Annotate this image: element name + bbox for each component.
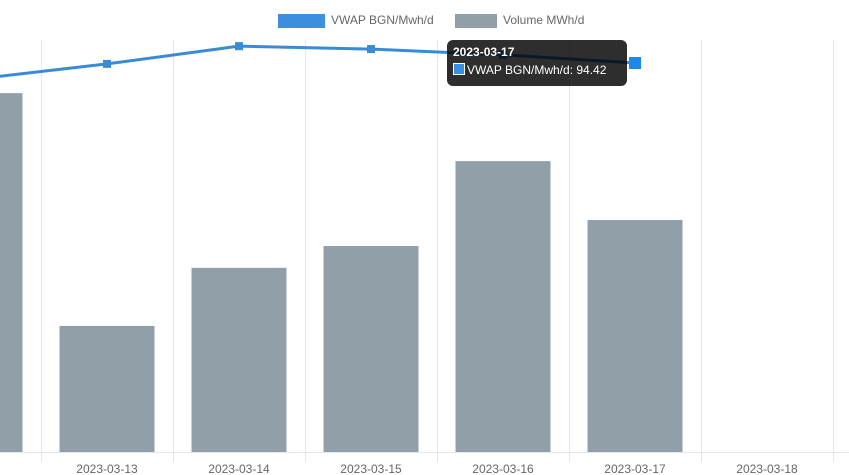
x-tick-label: 2023-03-18 [736,462,798,475]
tooltip-value: 94.42 [576,63,607,77]
line-point [629,56,641,69]
tooltip-series: VWAP BGN/Mwh/d [467,63,570,77]
bar [455,161,551,453]
legend-label: Volume MWh/d [503,13,584,27]
legend-label: VWAP BGN/Mwh/d [331,13,434,27]
tooltip-body: VWAP BGN/Mwh/d: 94.42 [453,63,621,77]
x-tick-label: 2023-03-14 [208,462,270,475]
legend-swatch [278,14,325,28]
legend: VWAP BGN/Mwh/d Volume MWh/d [278,13,584,28]
bar [323,246,419,452]
x-tick-label: 2023-03-17 [604,462,666,475]
x-tick-label: 2023-03-16 [472,462,534,475]
line-point [367,45,375,54]
bar [0,93,23,452]
line-point [235,42,243,51]
tooltip: 2023-03-17 VWAP BGN/Mwh/d: 94.42 [447,40,627,86]
x-tick-label: 2023-03-13 [76,462,138,475]
tooltip-swatch [453,63,465,75]
tooltip-title: 2023-03-17 [453,45,515,59]
legend-swatch [455,14,497,28]
bar [59,325,155,452]
line-point [103,59,111,68]
bar [587,220,683,452]
x-tick-label: 2023-03-15 [340,462,402,475]
bar [191,267,287,452]
